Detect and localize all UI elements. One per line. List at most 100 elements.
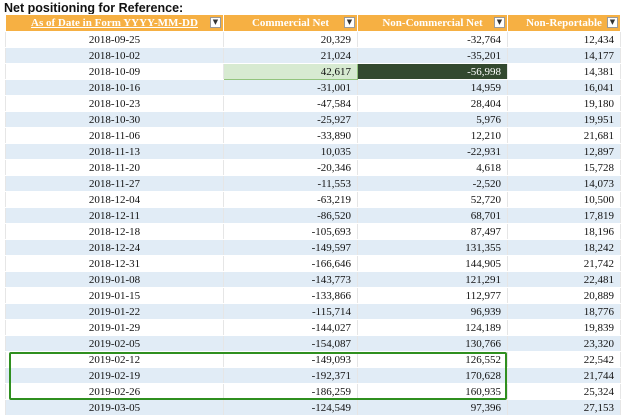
cell-non-commercial-net[interactable]: 121,291 — [357, 271, 508, 288]
cell-commercial-net[interactable]: -186,259 — [223, 383, 358, 400]
cell-date[interactable]: 2018-11-13 — [5, 143, 224, 160]
cell-date[interactable]: 2019-01-29 — [5, 319, 224, 336]
cell-date[interactable]: 2019-01-15 — [5, 287, 224, 304]
cell-non-reportable[interactable]: 23,320 — [507, 335, 621, 352]
dropdown-icon[interactable]: ▼ — [494, 17, 505, 28]
cell-non-commercial-net[interactable]: 126,552 — [357, 351, 508, 368]
cell-non-commercial-net[interactable]: 5,976 — [357, 111, 508, 128]
cell-non-reportable[interactable]: 15,728 — [507, 159, 621, 176]
cell-non-reportable[interactable]: 21,742 — [507, 255, 621, 272]
cell-non-reportable[interactable]: 16,041 — [507, 79, 621, 96]
cell-commercial-net[interactable]: -47,584 — [223, 95, 358, 112]
cell-non-commercial-net[interactable]: 130,766 — [357, 335, 508, 352]
cell-non-reportable[interactable]: 27,153 — [507, 399, 621, 416]
cell-date[interactable]: 2018-10-09 — [5, 63, 224, 80]
cell-non-commercial-net[interactable]: 68,701 — [357, 207, 508, 224]
cell-non-reportable[interactable]: 19,951 — [507, 111, 621, 128]
cell-non-commercial-net[interactable]: -35,201 — [357, 47, 508, 64]
column-header-non-reportable[interactable]: Non-Reportable ▼ — [507, 14, 621, 32]
cell-commercial-net[interactable]: -154,087 — [223, 335, 358, 352]
cell-date[interactable]: 2018-10-23 — [5, 95, 224, 112]
cell-date[interactable]: 2018-12-31 — [5, 255, 224, 272]
cell-date[interactable]: 2018-12-18 — [5, 223, 224, 240]
cell-non-commercial-net[interactable]: 144,905 — [357, 255, 508, 272]
cell-non-commercial-net[interactable]: -22,931 — [357, 143, 508, 160]
dropdown-icon[interactable]: ▼ — [607, 17, 618, 28]
cell-date[interactable]: 2019-01-08 — [5, 271, 224, 288]
cell-non-commercial-net[interactable]: 14,959 — [357, 79, 508, 96]
cell-commercial-net[interactable]: -149,597 — [223, 239, 358, 256]
cell-non-commercial-net[interactable]: 160,935 — [357, 383, 508, 400]
cell-commercial-net[interactable]: -105,693 — [223, 223, 358, 240]
cell-non-reportable[interactable]: 21,681 — [507, 127, 621, 144]
cell-non-reportable[interactable]: 21,744 — [507, 367, 621, 384]
cell-non-reportable[interactable]: 12,434 — [507, 31, 621, 48]
cell-commercial-net[interactable]: 10,035 — [223, 143, 358, 160]
cell-non-reportable[interactable]: 18,776 — [507, 303, 621, 320]
cell-commercial-net[interactable]: -149,093 — [223, 351, 358, 368]
cell-commercial-net[interactable]: -143,773 — [223, 271, 358, 288]
cell-date[interactable]: 2018-11-27 — [5, 175, 224, 192]
cell-non-reportable[interactable]: 17,819 — [507, 207, 621, 224]
cell-commercial-net[interactable]: 42,617 — [223, 63, 358, 80]
column-header-non-commercial-net[interactable]: Non-Commercial Net ▼ — [357, 14, 508, 32]
cell-commercial-net[interactable]: -166,646 — [223, 255, 358, 272]
cell-commercial-net[interactable]: 21,024 — [223, 47, 358, 64]
cell-commercial-net[interactable]: -31,001 — [223, 79, 358, 96]
cell-date[interactable]: 2018-12-04 — [5, 191, 224, 208]
cell-commercial-net[interactable]: -11,553 — [223, 175, 358, 192]
cell-non-commercial-net[interactable]: 87,497 — [357, 223, 508, 240]
column-header-date[interactable]: As of Date in Form YYYY-MM-DD ▼ — [5, 14, 224, 32]
cell-date[interactable]: 2019-02-12 — [5, 351, 224, 368]
cell-non-reportable[interactable]: 19,180 — [507, 95, 621, 112]
cell-commercial-net[interactable]: -25,927 — [223, 111, 358, 128]
cell-non-reportable[interactable]: 19,839 — [507, 319, 621, 336]
cell-non-reportable[interactable]: 20,889 — [507, 287, 621, 304]
cell-non-commercial-net[interactable]: 28,404 — [357, 95, 508, 112]
cell-date[interactable]: 2018-10-02 — [5, 47, 224, 64]
cell-date[interactable]: 2018-11-06 — [5, 127, 224, 144]
cell-date[interactable]: 2019-03-05 — [5, 399, 224, 416]
dropdown-icon[interactable]: ▼ — [344, 17, 355, 28]
cell-non-reportable[interactable]: 10,500 — [507, 191, 621, 208]
cell-non-commercial-net[interactable]: 4,618 — [357, 159, 508, 176]
cell-commercial-net[interactable]: -86,520 — [223, 207, 358, 224]
cell-non-commercial-net[interactable]: 112,977 — [357, 287, 508, 304]
cell-date[interactable]: 2018-10-16 — [5, 79, 224, 96]
cell-non-reportable[interactable]: 14,381 — [507, 63, 621, 80]
cell-date[interactable]: 2018-10-30 — [5, 111, 224, 128]
cell-non-reportable[interactable]: 14,073 — [507, 175, 621, 192]
cell-non-commercial-net[interactable]: 96,939 — [357, 303, 508, 320]
cell-commercial-net[interactable]: 20,329 — [223, 31, 358, 48]
column-header-commercial-net[interactable]: Commercial Net ▼ — [223, 14, 358, 32]
cell-date[interactable]: 2018-12-24 — [5, 239, 224, 256]
cell-non-reportable[interactable]: 22,542 — [507, 351, 621, 368]
cell-commercial-net[interactable]: -115,714 — [223, 303, 358, 320]
cell-non-commercial-net[interactable]: -32,764 — [357, 31, 508, 48]
cell-non-reportable[interactable]: 18,196 — [507, 223, 621, 240]
cell-date[interactable]: 2019-01-22 — [5, 303, 224, 320]
cell-date[interactable]: 2019-02-05 — [5, 335, 224, 352]
cell-date[interactable]: 2018-11-20 — [5, 159, 224, 176]
cell-non-reportable[interactable]: 22,481 — [507, 271, 621, 288]
cell-commercial-net[interactable]: -144,027 — [223, 319, 358, 336]
cell-commercial-net[interactable]: -124,549 — [223, 399, 358, 416]
cell-commercial-net[interactable]: -133,866 — [223, 287, 358, 304]
cell-non-reportable[interactable]: 14,177 — [507, 47, 621, 64]
cell-commercial-net[interactable]: -192,371 — [223, 367, 358, 384]
cell-non-commercial-net[interactable]: -56,998 — [357, 63, 508, 80]
cell-non-commercial-net[interactable]: 131,355 — [357, 239, 508, 256]
cell-non-reportable[interactable]: 25,324 — [507, 383, 621, 400]
cell-non-commercial-net[interactable]: 52,720 — [357, 191, 508, 208]
cell-non-commercial-net[interactable]: 97,396 — [357, 399, 508, 416]
cell-date[interactable]: 2019-02-26 — [5, 383, 224, 400]
cell-date[interactable]: 2019-02-19 — [5, 367, 224, 384]
cell-commercial-net[interactable]: -33,890 — [223, 127, 358, 144]
cell-date[interactable]: 2018-12-11 — [5, 207, 224, 224]
cell-non-commercial-net[interactable]: 12,210 — [357, 127, 508, 144]
cell-commercial-net[interactable]: -63,219 — [223, 191, 358, 208]
cell-commercial-net[interactable]: -20,346 — [223, 159, 358, 176]
filter-dropdown-icon[interactable]: ▼ — [210, 17, 221, 28]
cell-non-commercial-net[interactable]: 170,628 — [357, 367, 508, 384]
cell-non-reportable[interactable]: 12,897 — [507, 143, 621, 160]
